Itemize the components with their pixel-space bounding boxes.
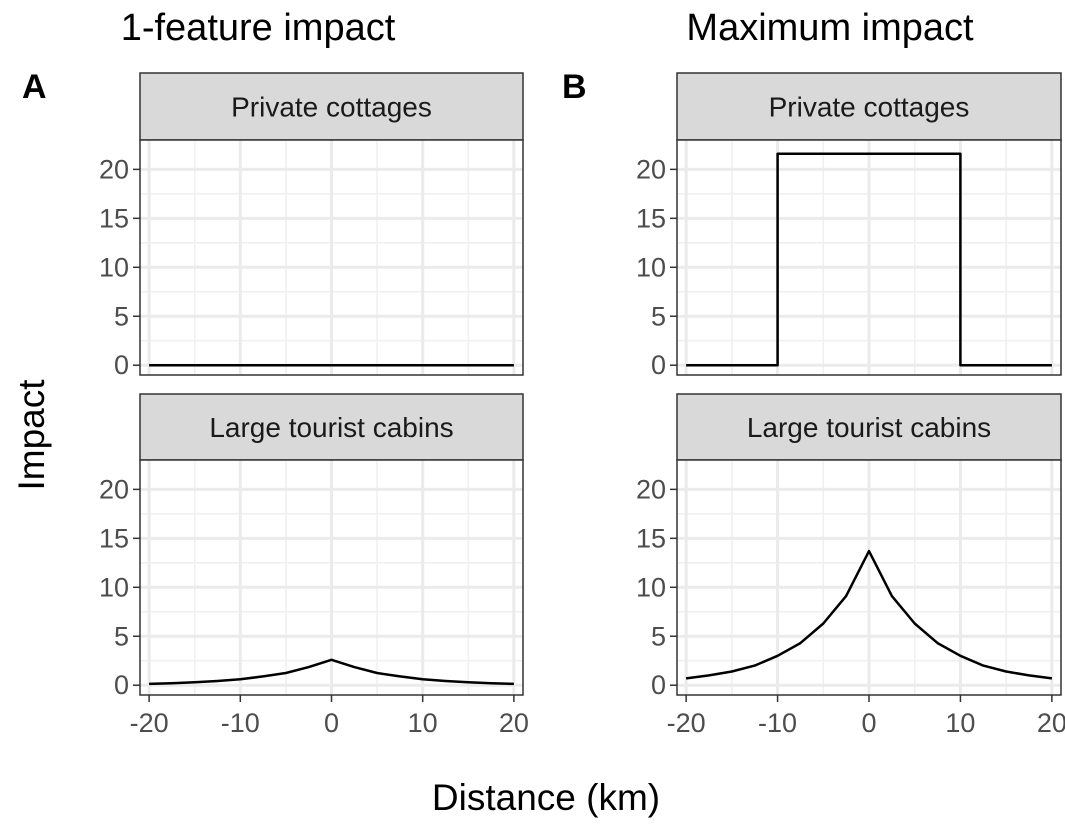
y-tick-label: 15 [636,203,666,233]
y-tick-label: 20 [99,474,129,504]
x-tick-label: 10 [945,708,975,738]
x-tick-label: -10 [221,708,260,738]
strip-label: Large tourist cabins [209,412,453,443]
y-tick-label: 5 [651,301,666,331]
x-tick-label: -20 [667,708,706,738]
x-axis-title: Distance (km) [432,777,660,818]
column-title-b: Maximum impact [686,7,974,49]
x-tick-label: 20 [1037,708,1065,738]
y-tick-label: 10 [99,252,129,282]
y-tick-label: 0 [651,670,666,700]
y-tick-label: 20 [99,154,129,184]
series-line [686,152,1052,367]
y-tick-label: 20 [636,474,666,504]
panel-2: Private cottages 0 5 10 15 20 [636,72,1062,380]
y-tick-label: 5 [114,301,129,331]
strip-background [139,72,524,141]
y-tick-label: 15 [99,203,129,233]
x-tick-label: 0 [324,708,339,738]
strip-background [676,72,1062,141]
panel-border [676,139,1062,376]
panel-letter-a: A [22,68,47,106]
y-tick-label: 15 [99,523,129,553]
strip-background [676,393,1062,461]
y-tick-label: 10 [636,572,666,602]
panel-0: Private cottages 0 5 10 15 20 [99,72,524,380]
panel-1: Large tourist cabins 0 5 10 15 20 -20 -10 0 10 20 [99,393,529,738]
series-line [685,549,1053,680]
y-tick-label: 10 [636,252,666,282]
strip-label: Large tourist cabins [747,412,991,443]
y-tick-label: 5 [114,621,129,651]
y-tick-label: 0 [651,350,666,380]
x-tick-label: -10 [758,708,797,738]
strip-label: Private cottages [231,92,432,123]
series-line [149,658,514,686]
x-tick-label: 0 [861,708,876,738]
x-tick-label: -20 [130,708,169,738]
y-tick-label: 0 [114,350,129,380]
y-tick-label: 5 [651,621,666,651]
column-title-a: 1-feature impact [121,7,396,49]
strip-label: Private cottages [769,92,970,123]
strip-background [139,393,524,461]
y-tick-label: 15 [636,523,666,553]
y-tick-label: 20 [636,154,666,184]
panel-border [139,139,524,376]
x-tick-label: 10 [408,708,438,738]
panel-letter-b: B [562,68,587,106]
y-tick-label: 10 [99,572,129,602]
y-axis-title: Impact [11,379,52,491]
y-tick-label: 0 [114,670,129,700]
x-tick-label: 20 [499,708,529,738]
panel-3: Large tourist cabins 0 5 10 15 20 -20 -10 0 10 20 [636,393,1065,738]
